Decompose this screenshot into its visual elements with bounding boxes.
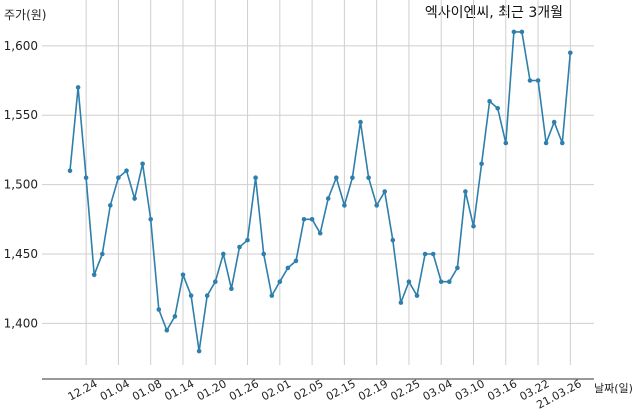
data-point bbox=[164, 328, 170, 333]
data-point bbox=[390, 237, 396, 243]
data-point bbox=[463, 189, 468, 194]
data-point bbox=[100, 251, 105, 257]
data-point bbox=[245, 237, 250, 243]
y-axis-label: 주가(원) bbox=[4, 8, 46, 22]
data-point bbox=[91, 272, 97, 278]
grid bbox=[42, 0, 594, 365]
data-point bbox=[366, 175, 371, 180]
data-point bbox=[503, 140, 509, 146]
data-point bbox=[132, 196, 137, 201]
y-tick-label: 1,450 bbox=[4, 247, 38, 261]
chart-title: 엑사이엔씨, 최근 3개월 bbox=[425, 5, 563, 21]
data-point bbox=[398, 300, 404, 305]
data-point bbox=[301, 217, 307, 222]
data-point bbox=[430, 251, 436, 257]
data-point bbox=[382, 189, 388, 194]
data-point bbox=[140, 161, 145, 167]
data-point bbox=[309, 217, 315, 222]
data-point bbox=[334, 175, 339, 180]
data-point bbox=[511, 29, 517, 35]
data-point bbox=[414, 293, 420, 298]
x-tick-label: 01.08 bbox=[130, 377, 164, 403]
data-point bbox=[447, 279, 452, 285]
data-point bbox=[277, 279, 283, 285]
data-point bbox=[204, 293, 210, 298]
x-tick-label: 02.01 bbox=[259, 377, 293, 403]
data-point bbox=[317, 230, 323, 236]
data-point bbox=[479, 161, 484, 167]
data-point bbox=[374, 203, 380, 208]
data-point bbox=[253, 175, 258, 180]
data-point bbox=[495, 106, 501, 111]
data-point bbox=[148, 217, 153, 222]
data-point bbox=[261, 251, 267, 257]
x-tick-label: 02.05 bbox=[292, 377, 326, 403]
data-point bbox=[83, 175, 89, 180]
x-axis-label: 날짜(일) bbox=[594, 381, 633, 395]
data-point bbox=[67, 168, 73, 173]
data-point bbox=[487, 99, 492, 104]
x-tick-label: 02.19 bbox=[356, 377, 390, 403]
x-tick-label: 02.25 bbox=[388, 377, 422, 403]
x-tick-label: 01.04 bbox=[98, 377, 132, 403]
x-tick-label: 03.16 bbox=[485, 377, 519, 403]
x-tick-label: 02.15 bbox=[324, 377, 358, 403]
x-tick-label: 03.10 bbox=[453, 377, 487, 403]
y-axis-ticks: 1,400 1,450 1,500 1,550 1,600 bbox=[4, 39, 38, 331]
x-axis-ticks: 12.2401.0401.0801.1401.2001.2602.0102.05… bbox=[66, 377, 584, 411]
data-point bbox=[406, 279, 412, 285]
data-point bbox=[124, 168, 129, 173]
data-point bbox=[285, 265, 291, 271]
y-tick-label: 1,500 bbox=[4, 178, 38, 192]
data-point bbox=[180, 272, 186, 278]
series-line bbox=[69, 31, 572, 352]
data-point bbox=[551, 119, 557, 125]
y-tick-label: 1,400 bbox=[4, 316, 38, 330]
data-point bbox=[221, 251, 226, 257]
data-point bbox=[527, 78, 533, 83]
data-point bbox=[116, 175, 121, 180]
x-tick-label: 12.24 bbox=[66, 377, 100, 403]
x-tick-label: 01.26 bbox=[227, 377, 261, 403]
data-point bbox=[455, 265, 460, 271]
data-point bbox=[535, 78, 541, 83]
data-point bbox=[568, 50, 573, 56]
data-point bbox=[75, 85, 81, 90]
data-point bbox=[358, 119, 363, 125]
data-point bbox=[237, 244, 242, 250]
data-point bbox=[350, 175, 355, 180]
data-point bbox=[325, 196, 331, 201]
data-point bbox=[422, 251, 428, 257]
x-tick-label: 01.20 bbox=[195, 377, 229, 403]
x-tick-label: 03.04 bbox=[421, 377, 455, 403]
data-point bbox=[519, 29, 525, 35]
y-tick-label: 1,550 bbox=[4, 108, 38, 122]
data-point bbox=[213, 279, 218, 285]
data-point bbox=[438, 279, 444, 285]
data-point bbox=[156, 307, 162, 312]
data-point bbox=[471, 223, 476, 229]
data-point bbox=[293, 258, 299, 264]
data-point bbox=[196, 348, 202, 354]
data-point bbox=[229, 286, 234, 292]
x-tick-label: 01.14 bbox=[162, 377, 196, 403]
data-point bbox=[269, 293, 275, 298]
data-point bbox=[108, 203, 113, 208]
data-point bbox=[342, 203, 347, 208]
data-point bbox=[188, 293, 194, 298]
data-point bbox=[560, 140, 565, 146]
y-tick-label: 1,600 bbox=[4, 39, 38, 53]
data-points bbox=[67, 29, 573, 354]
data-point bbox=[172, 314, 178, 319]
data-point bbox=[543, 140, 549, 146]
